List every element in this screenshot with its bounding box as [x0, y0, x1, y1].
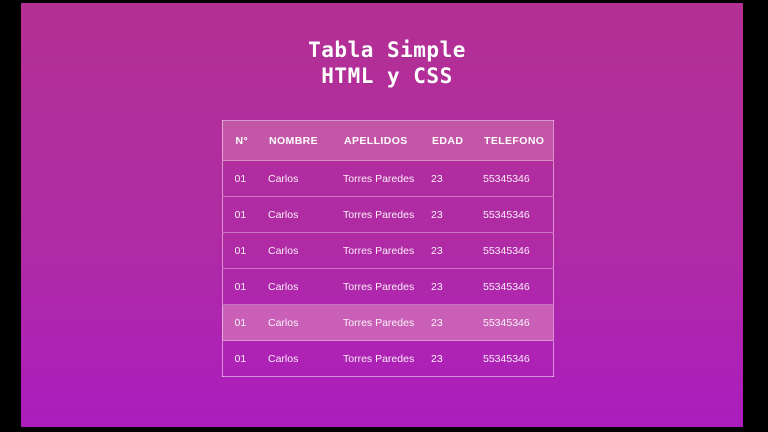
table-cell: 23 — [431, 316, 443, 329]
table-cell: Torres Paredes — [343, 280, 415, 293]
table-cell: 01 — [234, 244, 247, 257]
table-cell: 23 — [431, 244, 443, 257]
table-cell: 01 — [234, 316, 247, 329]
table-row[interactable]: 01 Carlos Torres Paredes 23 55345346 — [222, 232, 553, 269]
table-cell: Torres Paredes — [343, 316, 415, 329]
table-cell: 55345346 — [483, 172, 530, 185]
page-title-line1: Tabla Simple — [308, 38, 466, 62]
table-cell: 23 — [431, 280, 443, 293]
table-cell: Torres Paredes — [343, 244, 415, 257]
table-cell: 55345346 — [483, 280, 530, 293]
table-body: 01 Carlos Torres Paredes 23 55345346 01 Carlos… — [222, 160, 553, 377]
table-cell: Torres Paredes — [343, 352, 415, 365]
gradient-background: Tabla Simple HTML y CSS N° NOMBRE APELLIDO… — [21, 3, 743, 427]
table-cell: Carlos — [268, 208, 299, 221]
table-cell: 01 — [234, 208, 247, 221]
table-cell: 23 — [431, 208, 443, 221]
table-cell: 55345346 — [483, 244, 530, 257]
table-cell: 55345346 — [483, 316, 530, 329]
table-head: N° NOMBRE APELLIDOS EDAD TELEFONO — [222, 120, 553, 161]
table-row[interactable]: 01 Carlos Torres Paredes 23 55345346 — [222, 340, 553, 377]
table-cell: Carlos — [268, 172, 299, 185]
table-cell: 23 — [431, 352, 443, 365]
table-cell: Carlos — [268, 280, 299, 293]
table-row[interactable]: 01 Carlos Torres Paredes 23 55345346 — [222, 196, 553, 233]
column-header: N° — [222, 120, 256, 161]
table-cell: Carlos — [268, 316, 299, 329]
table-cell: Carlos — [268, 352, 299, 365]
table-row[interactable]: 01 Carlos Torres Paredes 23 55345346 — [222, 304, 553, 341]
table-row[interactable]: 01 Carlos Torres Paredes 23 55345346 — [222, 160, 553, 197]
table-cell: 01 — [234, 172, 247, 185]
table-cell: Torres Paredes — [343, 208, 415, 221]
column-header: EDAD — [419, 120, 471, 161]
column-header: APELLIDOS — [331, 120, 419, 161]
table-cell: Torres Paredes — [343, 172, 415, 185]
table-cell: 55345346 — [483, 352, 530, 365]
table-cell: Carlos — [268, 244, 299, 257]
content-wrapper: Tabla Simple HTML y CSS N° NOMBRE APELLIDO… — [221, 37, 554, 377]
column-header: TELEFONO — [471, 120, 553, 161]
table-cell: 01 — [234, 352, 247, 365]
simple-table: N° NOMBRE APELLIDOS EDAD TELEFONO 01 Carlos To… — [221, 120, 554, 377]
column-header: NOMBRE — [256, 120, 331, 161]
page-title-line2: HTML y CSS — [321, 64, 453, 88]
table-header-row: N° NOMBRE APELLIDOS EDAD TELEFONO — [222, 120, 553, 161]
table-cell: 23 — [431, 172, 443, 185]
table-cell: 01 — [234, 280, 247, 293]
table-row[interactable]: 01 Carlos Torres Paredes 23 55345346 — [222, 268, 553, 305]
table-cell: 55345346 — [483, 208, 530, 221]
page-title: Tabla Simple HTML y CSS — [222, 37, 553, 89]
